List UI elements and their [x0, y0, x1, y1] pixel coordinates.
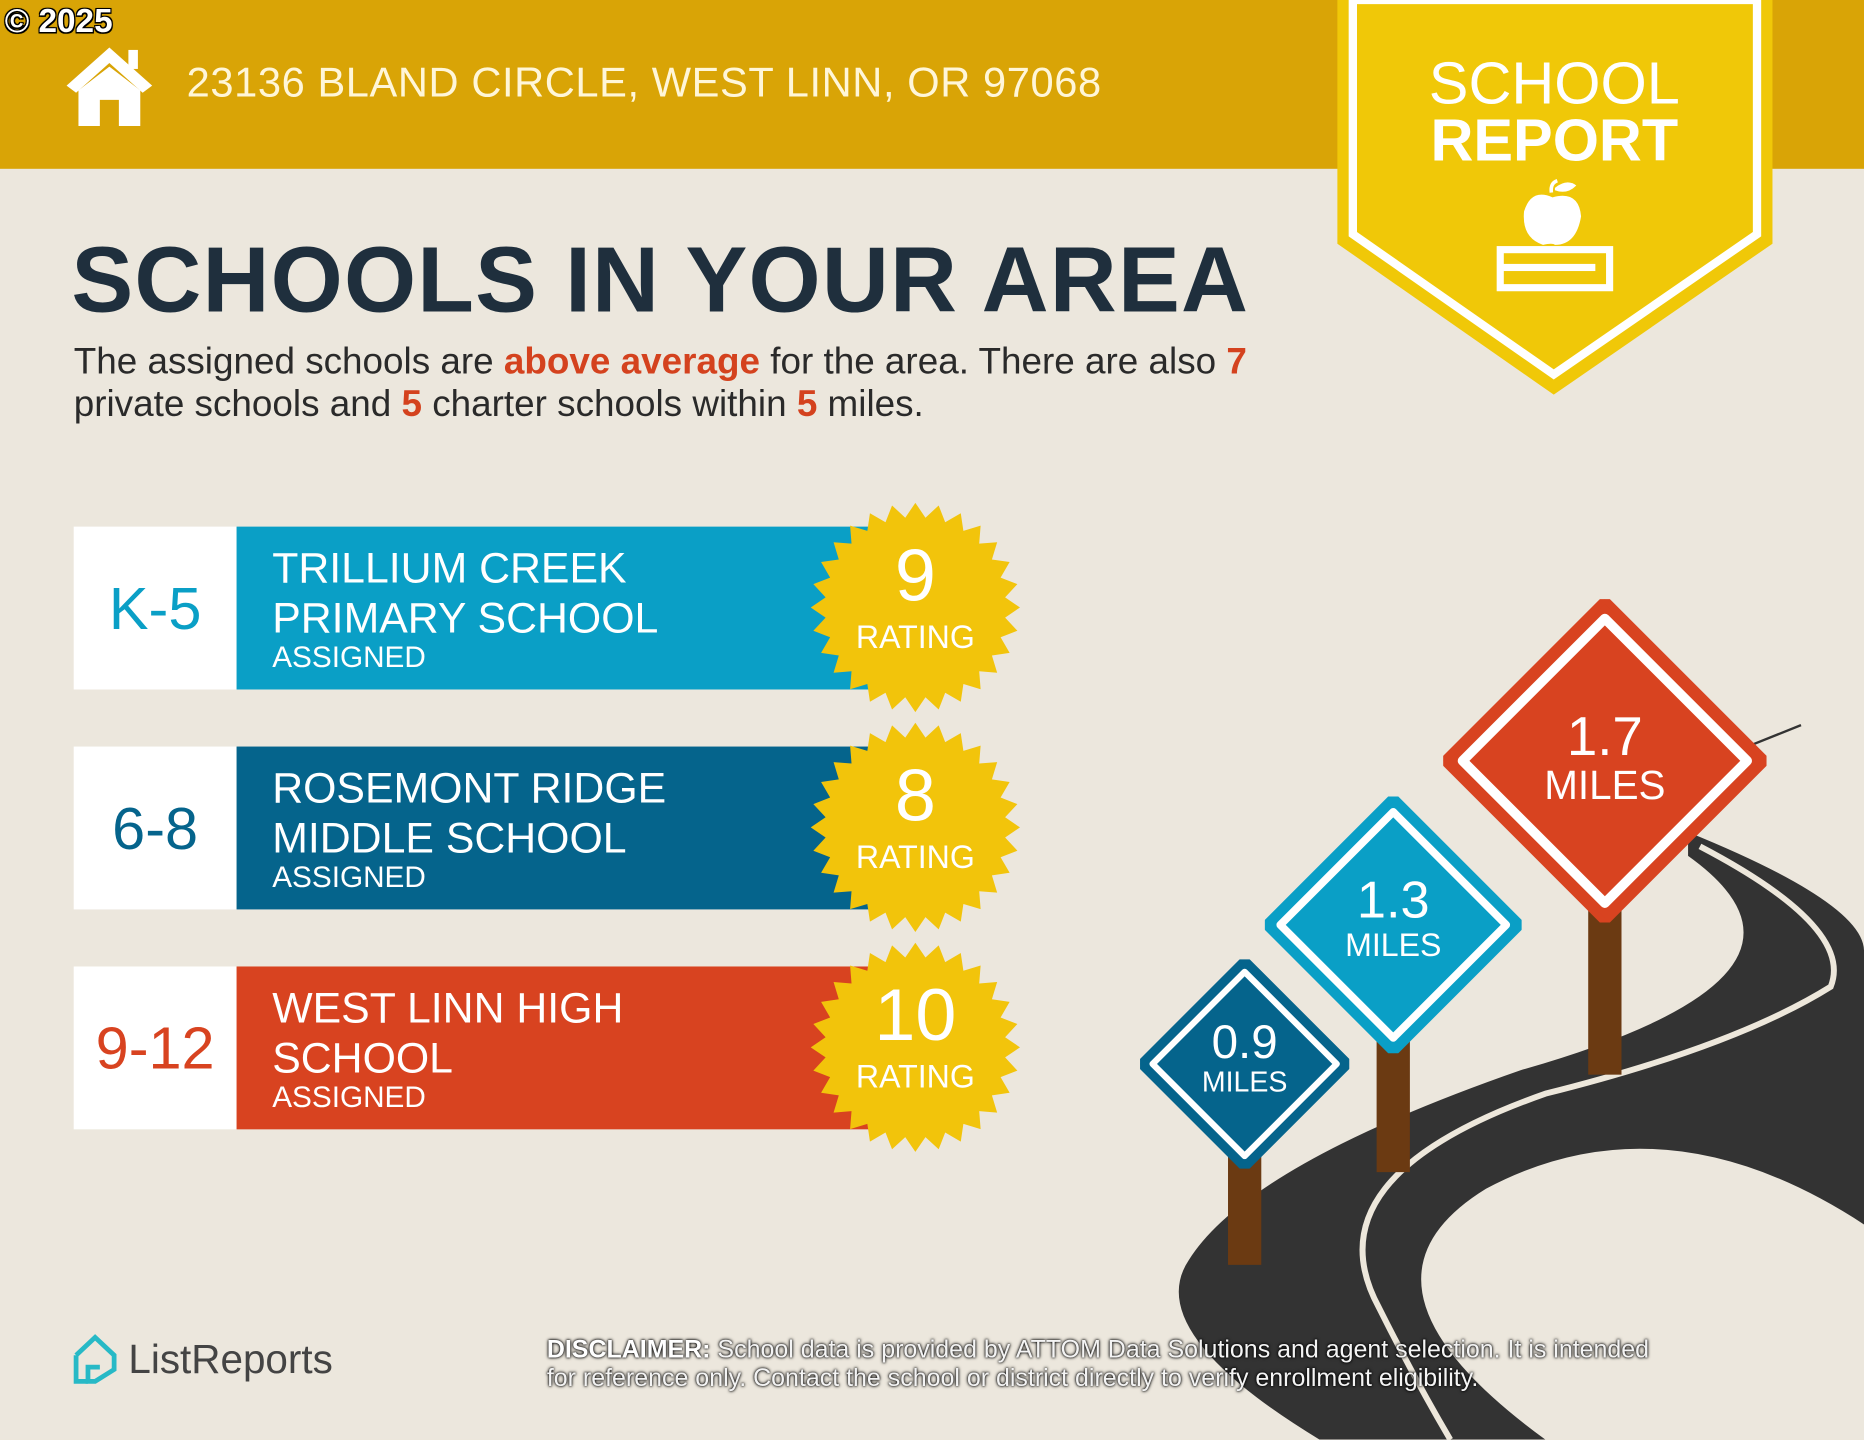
school-bar: WEST LINN HIGH SCHOOL ASSIGNED: [236, 966, 879, 1130]
summary-part: for the area. There are also: [759, 339, 1227, 382]
house-icon: [66, 47, 153, 127]
school-name: TRILLIUM CREEK PRIMARY SCHOOL: [272, 543, 658, 643]
disclaimer-line: for reference only. Contact the school o…: [546, 1364, 1479, 1393]
copyright: © 2025: [4, 2, 113, 40]
rating-seal: 9 RATING: [808, 500, 1022, 714]
diamond-sign-icon: [1443, 599, 1767, 923]
school-row[interactable]: 9-12 WEST LINN HIGH SCHOOL ASSIGNED: [73, 966, 879, 1130]
badge-line2: REPORT: [1430, 106, 1679, 174]
badge-line1: SCHOOL: [1428, 49, 1680, 117]
summary-part: The assigned schools are: [73, 339, 504, 382]
school-bar: TRILLIUM CREEK PRIMARY SCHOOL ASSIGNED: [236, 526, 879, 690]
private-count: 7: [1226, 339, 1247, 382]
school-name-line: WEST LINN HIGH: [272, 983, 624, 1032]
school-name-line: PRIMARY SCHOOL: [272, 593, 659, 642]
summary-part: charter schools within: [421, 382, 797, 425]
listreports-logo-icon: [73, 1334, 117, 1384]
school-name: ROSEMONT RIDGE MIDDLE SCHOOL: [272, 763, 666, 863]
distance-value: 1.7: [1566, 705, 1643, 768]
charter-count: 5: [401, 382, 422, 425]
summary-text: The assigned schools are above average f…: [74, 340, 1322, 426]
school-bar: ROSEMONT RIDGE MIDDLE SCHOOL ASSIGNED: [236, 746, 879, 910]
apple-on-book-icon: [1496, 179, 1614, 292]
rating-value: 10: [874, 974, 957, 1057]
school-name-line: SCHOOL: [272, 1033, 453, 1082]
summary-part: private schools and: [73, 382, 402, 425]
distance-value: 0.9: [1211, 1016, 1278, 1069]
property-address: 23136 BLAND CIRCLE, WEST LINN, OR 97068: [186, 59, 1102, 106]
grade-level: K-5: [73, 526, 237, 690]
rating-seal: 10 RATING: [808, 940, 1022, 1154]
rating-label: RATING: [855, 619, 975, 656]
seal-star-icon: [810, 942, 1020, 1152]
school-row[interactable]: 6-8 ROSEMONT RIDGE MIDDLE SCHOOL ASSIGNED: [73, 746, 879, 910]
school-row[interactable]: K-5 TRILLIUM CREEK PRIMARY SCHOOL ASSIGNE…: [73, 526, 879, 690]
rating-label: RATING: [855, 839, 975, 875]
grade-level: 6-8: [73, 746, 237, 910]
diamond-sign-icon: [1140, 959, 1350, 1169]
grade-level: 9-12: [73, 966, 237, 1130]
badge-title: SCHOOL REPORT: [1337, 49, 1771, 174]
page-title: SCHOOLS IN YOUR AREA: [71, 227, 1250, 332]
assignment-status: ASSIGNED: [272, 640, 426, 675]
assignment-status: ASSIGNED: [272, 1080, 426, 1114]
disclaimer-label: DISCLAIMER:: [546, 1336, 711, 1364]
diamond-sign-icon: [1264, 796, 1522, 1054]
school-name-line: MIDDLE SCHOOL: [272, 813, 627, 862]
rating-seal: 8 RATING: [808, 720, 1022, 934]
distance-unit: MILES: [1201, 1066, 1288, 1099]
disclaimer-line: School data is provided by ATTOM Data So…: [710, 1336, 1650, 1364]
logo-text: ListReports: [128, 1336, 333, 1382]
summary-highlight: above average: [503, 339, 760, 382]
radius-miles: 5: [796, 382, 818, 425]
school-name-line: TRILLIUM CREEK: [272, 543, 627, 593]
distance-sign: 1.3 MILES: [1264, 796, 1522, 1054]
distance-sign: 0.9 MILES: [1140, 959, 1350, 1169]
listreports-logo[interactable]: ListReports: [71, 1334, 333, 1386]
rating-label: RATING: [855, 1059, 975, 1095]
school-name: WEST LINN HIGH SCHOOL: [272, 983, 623, 1083]
distance-unit: MILES: [1345, 927, 1442, 964]
seal-star-icon: [810, 722, 1020, 933]
school-name-line: ROSEMONT RIDGE: [272, 763, 667, 812]
seal-star-icon: [810, 502, 1020, 713]
assignment-status: ASSIGNED: [272, 860, 426, 894]
rating-value: 8: [894, 754, 936, 837]
rating-value: 9: [894, 534, 936, 617]
summary-part: miles.: [817, 382, 924, 425]
distance-sign: 1.7 MILES: [1443, 599, 1767, 923]
disclaimer: DISCLAIMER: School data is provided by A…: [547, 1336, 1795, 1393]
distance-value: 1.3: [1356, 871, 1430, 930]
distance-unit: MILES: [1544, 763, 1666, 809]
